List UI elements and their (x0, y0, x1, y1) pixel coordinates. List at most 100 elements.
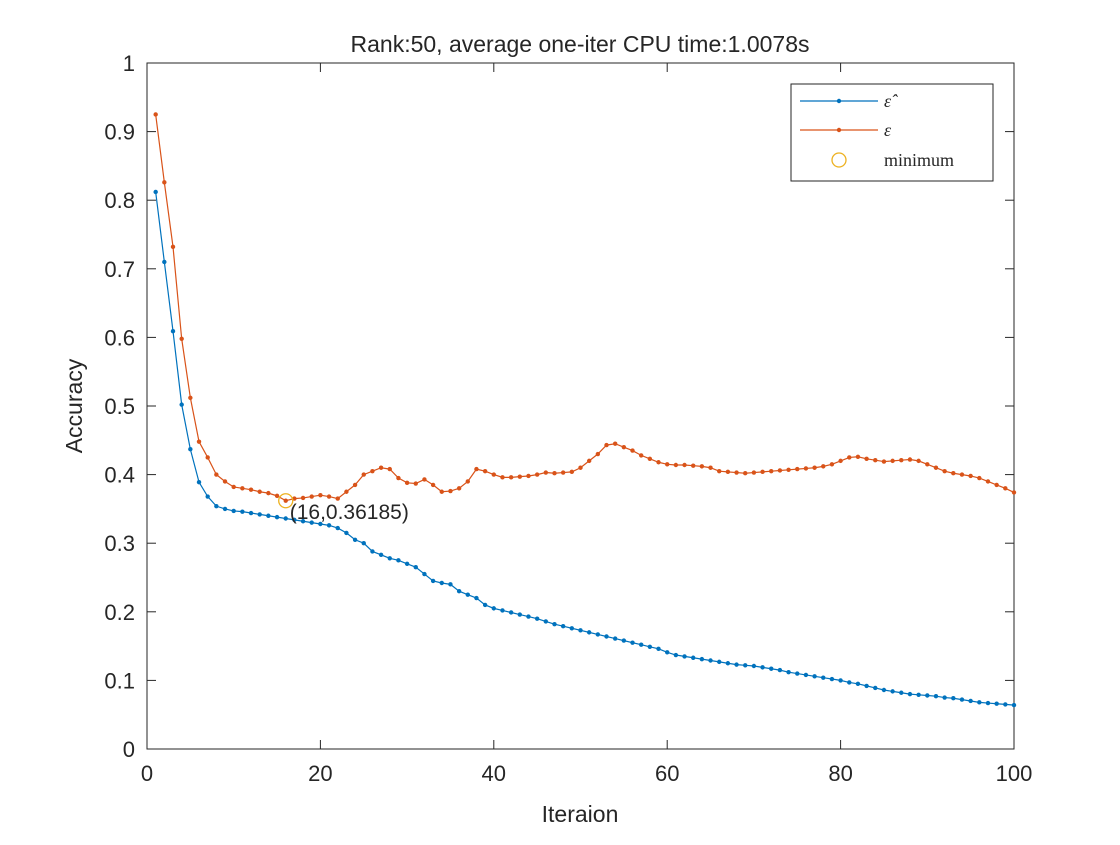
data-point (734, 662, 739, 667)
data-point (552, 621, 557, 627)
data-point (578, 628, 583, 633)
data-point (508, 475, 514, 480)
data-point (387, 466, 392, 472)
data-point (179, 402, 184, 407)
data-point (925, 462, 930, 467)
data-point (257, 512, 262, 517)
data-point (482, 602, 488, 608)
data-point (300, 495, 306, 501)
data-point (821, 464, 826, 469)
data-point (578, 465, 583, 470)
data-point (474, 595, 479, 601)
data-point (448, 582, 453, 587)
data-point (465, 479, 470, 484)
data-point (890, 689, 895, 694)
data-point (847, 455, 852, 460)
data-point (335, 496, 340, 501)
data-point (786, 669, 791, 675)
data-point (309, 520, 314, 525)
data-point (534, 472, 540, 477)
data-point (994, 482, 999, 488)
data-point (404, 561, 410, 566)
data-point (638, 453, 644, 458)
data-point (361, 472, 366, 477)
y-tick-label: 0.1 (104, 668, 135, 693)
data-point (621, 444, 627, 450)
x-axis-label: Iteraion (542, 801, 619, 827)
data-point (699, 656, 705, 662)
data-point (396, 475, 401, 481)
data-point (803, 672, 809, 678)
data-point (916, 692, 921, 698)
legend-swatch-marker (831, 152, 847, 168)
y-tick-label: 0.6 (104, 325, 135, 350)
data-point (951, 696, 956, 701)
data-point (543, 619, 549, 624)
data-point (422, 477, 427, 482)
data-point (248, 487, 254, 492)
x-tick-label: 20 (308, 761, 332, 786)
data-point (769, 468, 774, 474)
data-point (855, 681, 861, 687)
data-point (274, 493, 280, 499)
minimum-annotation: (16,0.36185) (290, 501, 409, 524)
data-point (951, 471, 956, 476)
series-epsilon-hat (153, 189, 1017, 708)
data-point (612, 441, 618, 446)
legend-entry: ε (800, 120, 892, 140)
data-point (691, 463, 696, 468)
data-point (179, 336, 184, 341)
data-point (691, 655, 696, 660)
data-point (907, 457, 913, 462)
data-point (370, 549, 375, 554)
data-point (638, 642, 644, 647)
data-point (188, 395, 193, 400)
data-point (829, 462, 835, 467)
data-point (699, 464, 705, 469)
y-axis-label: Accuracy (61, 358, 87, 453)
data-point (231, 508, 236, 514)
data-point (361, 541, 366, 546)
series-epsilon (153, 112, 1017, 503)
data-point (751, 663, 757, 669)
data-point (717, 468, 722, 474)
series-layer (153, 112, 1017, 708)
data-point (196, 479, 202, 485)
data-point (630, 640, 635, 645)
data-point (283, 498, 288, 503)
data-point (673, 462, 679, 468)
y-tick-label: 0.3 (104, 531, 135, 556)
data-point (907, 691, 913, 697)
data-point (769, 666, 774, 671)
data-point (378, 465, 384, 470)
marker-layer: (16,0.36185) (278, 493, 409, 524)
data-point (500, 475, 505, 480)
axes: 0 20 40 60 80 100 0 0.1 0.2 0.3 0.4 0.5 0.6 0.7 0.8 0.9… (104, 51, 1032, 786)
data-point (855, 454, 861, 459)
data-point (760, 665, 765, 670)
data-point (370, 468, 375, 474)
data-point (647, 456, 653, 462)
data-point (665, 462, 670, 467)
data-point (821, 675, 826, 680)
data-point (621, 638, 627, 643)
data-point (292, 517, 297, 523)
data-point (942, 468, 947, 474)
data-point (491, 472, 496, 477)
data-point (994, 701, 999, 706)
data-point (812, 674, 817, 679)
data-point (205, 455, 210, 460)
data-point (474, 466, 479, 472)
data-point (170, 329, 176, 334)
legend-swatch-marker (836, 98, 842, 104)
data-point (491, 606, 496, 611)
data-point (283, 516, 288, 521)
data-point (899, 690, 904, 695)
data-point (665, 650, 670, 655)
data-point (977, 475, 982, 481)
data-point (170, 244, 176, 250)
series-line (155, 114, 1015, 502)
data-point (387, 556, 392, 561)
data-point (656, 460, 661, 465)
